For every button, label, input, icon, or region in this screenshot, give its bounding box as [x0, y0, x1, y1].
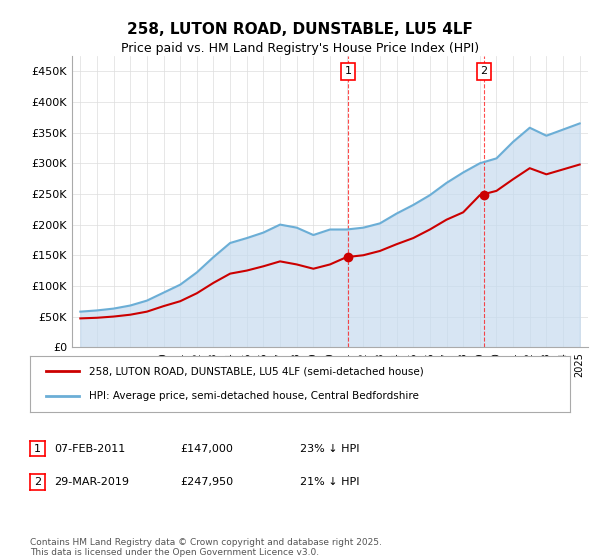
Text: 1: 1 — [345, 66, 352, 76]
Text: Price paid vs. HM Land Registry's House Price Index (HPI): Price paid vs. HM Land Registry's House … — [121, 42, 479, 55]
Text: 2: 2 — [34, 477, 41, 487]
Text: 2: 2 — [481, 66, 488, 76]
Text: 258, LUTON ROAD, DUNSTABLE, LU5 4LF: 258, LUTON ROAD, DUNSTABLE, LU5 4LF — [127, 22, 473, 38]
Text: HPI: Average price, semi-detached house, Central Bedfordshire: HPI: Average price, semi-detached house,… — [89, 391, 419, 401]
Text: 21% ↓ HPI: 21% ↓ HPI — [300, 477, 359, 487]
Text: 07-FEB-2011: 07-FEB-2011 — [54, 444, 125, 454]
Text: 1: 1 — [34, 444, 41, 454]
Text: £147,000: £147,000 — [180, 444, 233, 454]
Text: 23% ↓ HPI: 23% ↓ HPI — [300, 444, 359, 454]
Text: Contains HM Land Registry data © Crown copyright and database right 2025.
This d: Contains HM Land Registry data © Crown c… — [30, 538, 382, 557]
Text: 258, LUTON ROAD, DUNSTABLE, LU5 4LF (semi-detached house): 258, LUTON ROAD, DUNSTABLE, LU5 4LF (sem… — [89, 366, 424, 376]
Text: £247,950: £247,950 — [180, 477, 233, 487]
Text: 29-MAR-2019: 29-MAR-2019 — [54, 477, 129, 487]
